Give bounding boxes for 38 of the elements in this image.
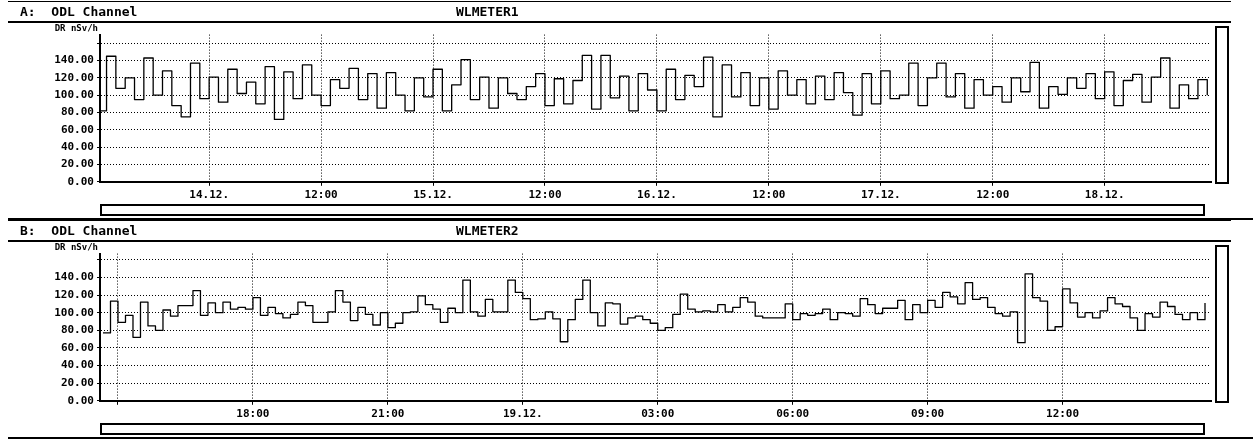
x-tick-label: 18.12.	[1084, 188, 1125, 202]
y-tick-label: 140.00	[54, 53, 94, 67]
chart-title: A: ODL Channel	[20, 3, 138, 21]
chart-title: B: ODL Channel	[20, 222, 138, 240]
x-tick-label: 16.12.	[637, 188, 677, 202]
y-tick-label: 60.00	[60, 122, 94, 136]
x-tick-label: 15.12.	[413, 188, 453, 202]
x-tick-label: 19.12.	[502, 407, 543, 421]
y-tick-label: 120.00	[54, 70, 94, 84]
x-tick-label: 03:00	[641, 407, 675, 421]
y-axis-title: DR nSv/h	[53, 23, 98, 33]
x-tick-label: 18:00	[236, 407, 270, 421]
x-tick-label: 12:00	[752, 188, 786, 202]
y-tick-label: 80.00	[60, 105, 94, 119]
x-tick-label: 12:00	[304, 188, 338, 202]
y-tick-label: 120.00	[54, 287, 94, 301]
x-tick-label: 14.12.	[189, 188, 230, 202]
chart-subtitle: WLMETER2	[456, 222, 519, 240]
x-tick-label: 12:00	[528, 188, 562, 202]
y-tick-label: 20.00	[60, 376, 94, 390]
y-tick-label: 140.00	[54, 270, 94, 284]
y-tick-label: 100.00	[54, 88, 94, 102]
y-tick-label: 0.00	[67, 393, 94, 407]
y-tick-label: 40.00	[60, 140, 94, 154]
y-axis-title: DR nSv/h	[53, 242, 98, 252]
y-tick-label: 40.00	[60, 358, 94, 372]
x-tick-label: 21:00	[371, 407, 405, 421]
y-tick-label: 100.00	[54, 305, 94, 319]
x-tick-label: 09:00	[911, 407, 945, 421]
x-tick-label: 06:00	[776, 407, 810, 421]
y-tick-label: 20.00	[60, 157, 94, 171]
x-tick-label: 17.12.	[860, 188, 901, 202]
y-tick-label: 0.00	[67, 174, 94, 188]
x-tick-label: 12:00	[976, 188, 1010, 202]
chart-subtitle: WLMETER1	[456, 3, 519, 21]
y-tick-label: 80.00	[60, 323, 94, 337]
x-tick-label: 12:00	[1046, 407, 1080, 421]
y-tick-label: 60.00	[60, 340, 94, 354]
